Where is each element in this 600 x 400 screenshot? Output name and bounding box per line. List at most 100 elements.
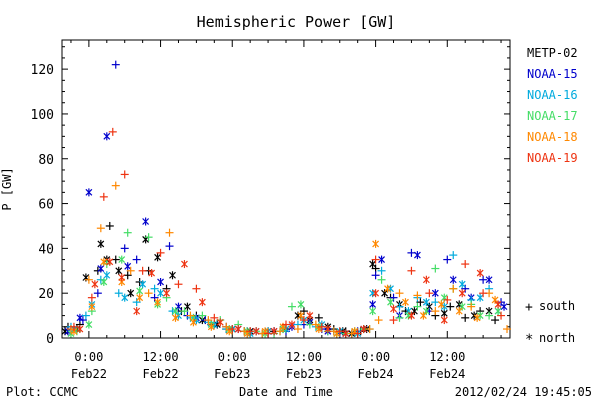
north-point bbox=[419, 311, 427, 320]
north-point bbox=[422, 307, 430, 316]
x-tick-time-label: 0:00 bbox=[74, 350, 103, 364]
south-point bbox=[192, 284, 201, 293]
south-point bbox=[96, 224, 105, 233]
south-point bbox=[374, 316, 383, 325]
north-point bbox=[234, 325, 242, 334]
north-point bbox=[118, 255, 126, 264]
south-point bbox=[126, 266, 135, 275]
south-point bbox=[461, 260, 470, 269]
north-point bbox=[378, 255, 385, 264]
north-point bbox=[124, 262, 132, 271]
south-point bbox=[461, 284, 470, 293]
south-point bbox=[317, 322, 326, 331]
north-point bbox=[133, 307, 141, 316]
south-point bbox=[144, 289, 153, 298]
y-tick-label: 120 bbox=[31, 63, 54, 78]
south-point bbox=[449, 284, 458, 293]
south-point bbox=[479, 275, 488, 284]
series-metp-02 bbox=[61, 221, 500, 338]
south-point bbox=[99, 192, 108, 201]
south-point bbox=[114, 289, 123, 298]
north-point bbox=[270, 327, 278, 336]
marker-legend: + south * north bbox=[525, 299, 575, 348]
north-point bbox=[372, 239, 380, 248]
south-point bbox=[416, 298, 425, 307]
north-point bbox=[500, 302, 508, 311]
south-point bbox=[156, 248, 165, 257]
north-point bbox=[148, 269, 156, 278]
south-point bbox=[479, 289, 488, 298]
north-point bbox=[440, 309, 448, 318]
south-point bbox=[150, 284, 159, 293]
south-point bbox=[111, 255, 120, 264]
north-point bbox=[97, 264, 105, 273]
north-point bbox=[207, 322, 215, 331]
south-marker-symbol: + bbox=[525, 300, 533, 315]
x-axis-label: Date and Time bbox=[239, 385, 333, 399]
south-point bbox=[413, 302, 422, 311]
north-point bbox=[440, 316, 448, 325]
north-point bbox=[422, 298, 430, 307]
north-point bbox=[449, 275, 457, 284]
south-point bbox=[93, 289, 102, 298]
north-point bbox=[88, 302, 96, 311]
north-point bbox=[216, 318, 224, 327]
legend-entry: METP-02 bbox=[527, 46, 578, 60]
south-point bbox=[311, 320, 320, 329]
north-point bbox=[142, 217, 150, 226]
south-point bbox=[132, 255, 141, 264]
south-point bbox=[165, 242, 174, 251]
north-point bbox=[411, 307, 418, 316]
south-point bbox=[389, 293, 398, 302]
north-point bbox=[369, 300, 377, 309]
x-tick-date-label: Feb22 bbox=[142, 367, 178, 381]
south-point bbox=[108, 127, 117, 136]
north-point bbox=[136, 293, 144, 302]
north-point bbox=[297, 311, 305, 320]
north-point bbox=[157, 277, 164, 286]
south-point bbox=[425, 289, 434, 298]
south-point bbox=[123, 271, 132, 280]
north-point bbox=[76, 325, 84, 334]
north-point bbox=[163, 289, 170, 298]
north-point bbox=[491, 295, 499, 304]
x-tick-date-label: Feb23 bbox=[214, 367, 250, 381]
north-point bbox=[154, 253, 161, 262]
north-point bbox=[458, 280, 466, 289]
north-point bbox=[381, 289, 388, 298]
north-point bbox=[485, 275, 493, 284]
y-tick-label: 0 bbox=[46, 332, 54, 347]
x-axis: 0:00 Feb22 12:00 Feb22 0:00 Feb23 12:00 Feb23 0:… bbox=[70, 40, 502, 381]
south-point bbox=[431, 307, 440, 316]
north-point bbox=[384, 284, 391, 293]
y-tick-label: 80 bbox=[38, 153, 54, 168]
south-point bbox=[180, 307, 189, 316]
south-point bbox=[491, 316, 500, 325]
north-point bbox=[100, 257, 108, 266]
north-point bbox=[100, 277, 108, 286]
x-tick-date-label: Feb24 bbox=[429, 367, 465, 381]
south-point bbox=[293, 325, 302, 334]
north-marker-label: north bbox=[539, 331, 575, 345]
north-point bbox=[198, 298, 206, 307]
north-point bbox=[387, 298, 394, 307]
x-tick-date-label: Feb24 bbox=[358, 367, 394, 381]
north-point bbox=[103, 271, 111, 280]
legend: METP-02 NOAA-15 NOAA-16 NOAA-17 NOAA-18 NOAA-… bbox=[527, 46, 578, 165]
south-point bbox=[461, 313, 470, 322]
y-tick-label: 40 bbox=[38, 242, 54, 257]
north-point bbox=[422, 275, 430, 284]
north-point bbox=[181, 260, 188, 269]
north-point bbox=[184, 302, 191, 311]
south-point bbox=[377, 266, 386, 275]
north-point bbox=[157, 289, 164, 298]
south-point bbox=[371, 264, 380, 273]
north-point bbox=[369, 307, 377, 316]
south-point bbox=[443, 295, 452, 304]
north-point bbox=[342, 329, 350, 338]
north-point bbox=[494, 300, 502, 309]
south-point bbox=[132, 298, 141, 307]
x-tick-date-label: Feb22 bbox=[71, 367, 107, 381]
legend-entry: NOAA-15 bbox=[527, 67, 578, 81]
south-point bbox=[503, 325, 512, 334]
